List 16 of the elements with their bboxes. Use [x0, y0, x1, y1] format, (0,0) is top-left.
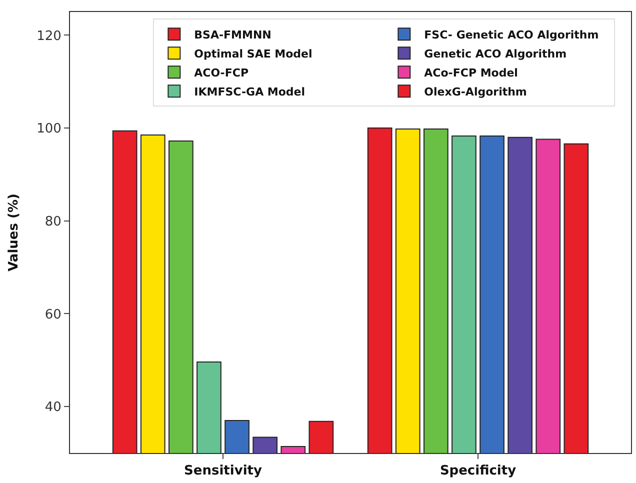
legend-label: Optimal SAE Model: [194, 47, 312, 60]
legend-label: BSA-FMMNN: [194, 28, 272, 42]
legend-label: ACo-FCP Model: [424, 66, 518, 80]
legend-label: ACO-FCP: [194, 66, 249, 80]
y-tick-label: 80: [44, 214, 62, 230]
x-tick-label: Sensitivity: [184, 464, 262, 479]
x-tick-label: Specificity: [440, 464, 517, 479]
legend-label: Genetic ACO Algorithm: [424, 47, 567, 60]
y-tick-label: 100: [36, 122, 62, 137]
legend-label: IKMFSC-GA Model: [194, 85, 306, 98]
legend-label: OlexG-Algorithm: [424, 85, 527, 98]
y-tick-label: 60: [44, 307, 62, 322]
legend-label: FSC- Genetic ACO Algorithm: [424, 28, 599, 42]
y-tick-label: 120: [36, 28, 62, 44]
y-axis-title: Values (%): [6, 194, 22, 272]
y-tick-label: 40: [44, 400, 62, 416]
